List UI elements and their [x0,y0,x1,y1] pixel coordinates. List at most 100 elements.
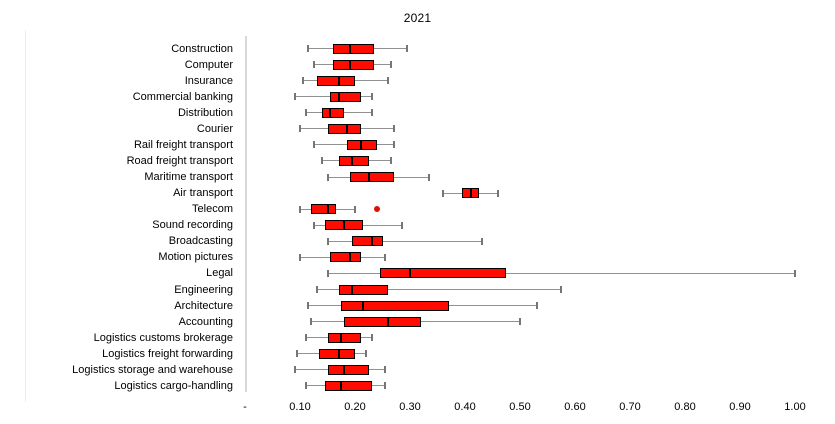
box-iqr [344,316,421,327]
box-iqr [349,172,394,183]
median-line [387,316,389,327]
whisker-cap-max [370,93,373,101]
median-line [343,220,345,231]
whisker-cap-max [560,286,563,294]
category-label: Legal [206,267,233,280]
whisker-cap-max [370,109,373,117]
whisker-cap-min [326,269,329,277]
median-line [337,75,340,86]
whisker-cap-min [326,237,329,245]
category-label: Commercial banking [132,90,233,103]
x-tick-label: 0.20 [344,401,366,413]
chart-left-border [25,30,26,402]
x-tick-label: 0.70 [619,401,641,413]
median-line [367,172,370,183]
x-tick-label: 1.00 [784,401,806,413]
box-iqr [338,155,369,166]
median-line [337,348,340,359]
category-label: Rail freight transport [133,138,233,151]
category-label: Broadcasting [168,235,233,248]
whisker-cap-min [304,382,307,390]
median-line [340,380,343,391]
whisker-cap-max [354,205,356,213]
whisker-cap-max [389,157,392,165]
category-label: Sound recording [152,219,233,232]
whisker-cap-max [384,382,387,390]
whisker-cap-max [392,125,395,133]
chart-title: 2021 [403,11,432,25]
category-label: Road freight transport [126,154,233,167]
category-label: Courier [196,122,233,135]
box-iqr [341,300,449,311]
whisker-cap-min [293,93,296,101]
median-line [329,107,332,118]
x-tick-label: - [243,401,247,413]
category-label: Telecom [192,203,233,216]
whisker-cap-max [400,221,403,229]
whisker-cap-min [315,286,318,294]
category-label: Air transport [173,187,233,200]
whisker-cap-min [304,109,307,117]
median-line [348,252,351,263]
whisker-cap-max [384,366,387,374]
whisker-cap-max [387,77,389,85]
whisker-line [327,240,482,242]
median-line [340,332,343,343]
box-iqr [330,91,361,102]
y-axis-line [245,36,247,392]
category-label: Logistics storage and warehouse [72,363,233,376]
median-line [362,300,365,311]
category-label: Logistics cargo-handling [114,379,233,392]
whisker-cap-min [312,141,315,149]
whisker-cap-min [293,366,296,374]
box-iqr [330,252,361,263]
category-label: Insurance [184,74,233,87]
category-label: Engineering [174,283,233,296]
category-label: Maritime transport [144,171,233,184]
whisker-cap-max [389,61,392,69]
whisker-cap-max [535,302,538,310]
box-iqr [327,332,361,343]
median-line [370,236,373,247]
whisker-cap-max [497,189,499,197]
whisker-line [327,272,795,274]
whisker-cap-min [307,302,310,310]
whisker-cap-min [321,157,323,165]
box-iqr [379,268,507,279]
median-line [343,364,345,375]
box-iqr [319,348,355,359]
whisker-cap-min [310,318,312,326]
box-iqr [346,139,377,150]
median-line [409,268,411,279]
box-iqr [322,107,344,118]
median-line [351,284,354,295]
x-tick-label: 0.50 [509,401,531,413]
x-tick-label: 0.40 [454,401,476,413]
whisker-cap-min [312,61,315,69]
whisker-cap-max [392,141,395,149]
box-iqr [333,59,375,70]
whisker-cap-min [442,189,444,197]
category-label: Construction [171,42,233,55]
whisker-cap-max [370,334,373,342]
x-tick-label: 0.30 [399,401,421,413]
whisker-cap-max [519,318,521,326]
category-label: Logistics freight forwarding [102,347,233,360]
whisker-line [316,289,562,291]
whisker-cap-min [301,77,304,85]
box-iqr [316,75,355,86]
median-line [351,155,354,166]
box-iqr [333,43,375,54]
category-label: Logistics customs brokerage [93,331,233,344]
box-iqr [352,236,383,247]
median-line [337,91,340,102]
box-iqr [338,284,388,295]
median-line [348,59,351,70]
x-tick-label: 0.80 [674,401,696,413]
outlier-point [374,206,380,213]
whisker-cap-max [406,45,409,52]
whisker-cap-max [384,253,387,261]
x-tick-label: 0.60 [564,401,586,413]
whisker-cap-max [365,350,367,358]
